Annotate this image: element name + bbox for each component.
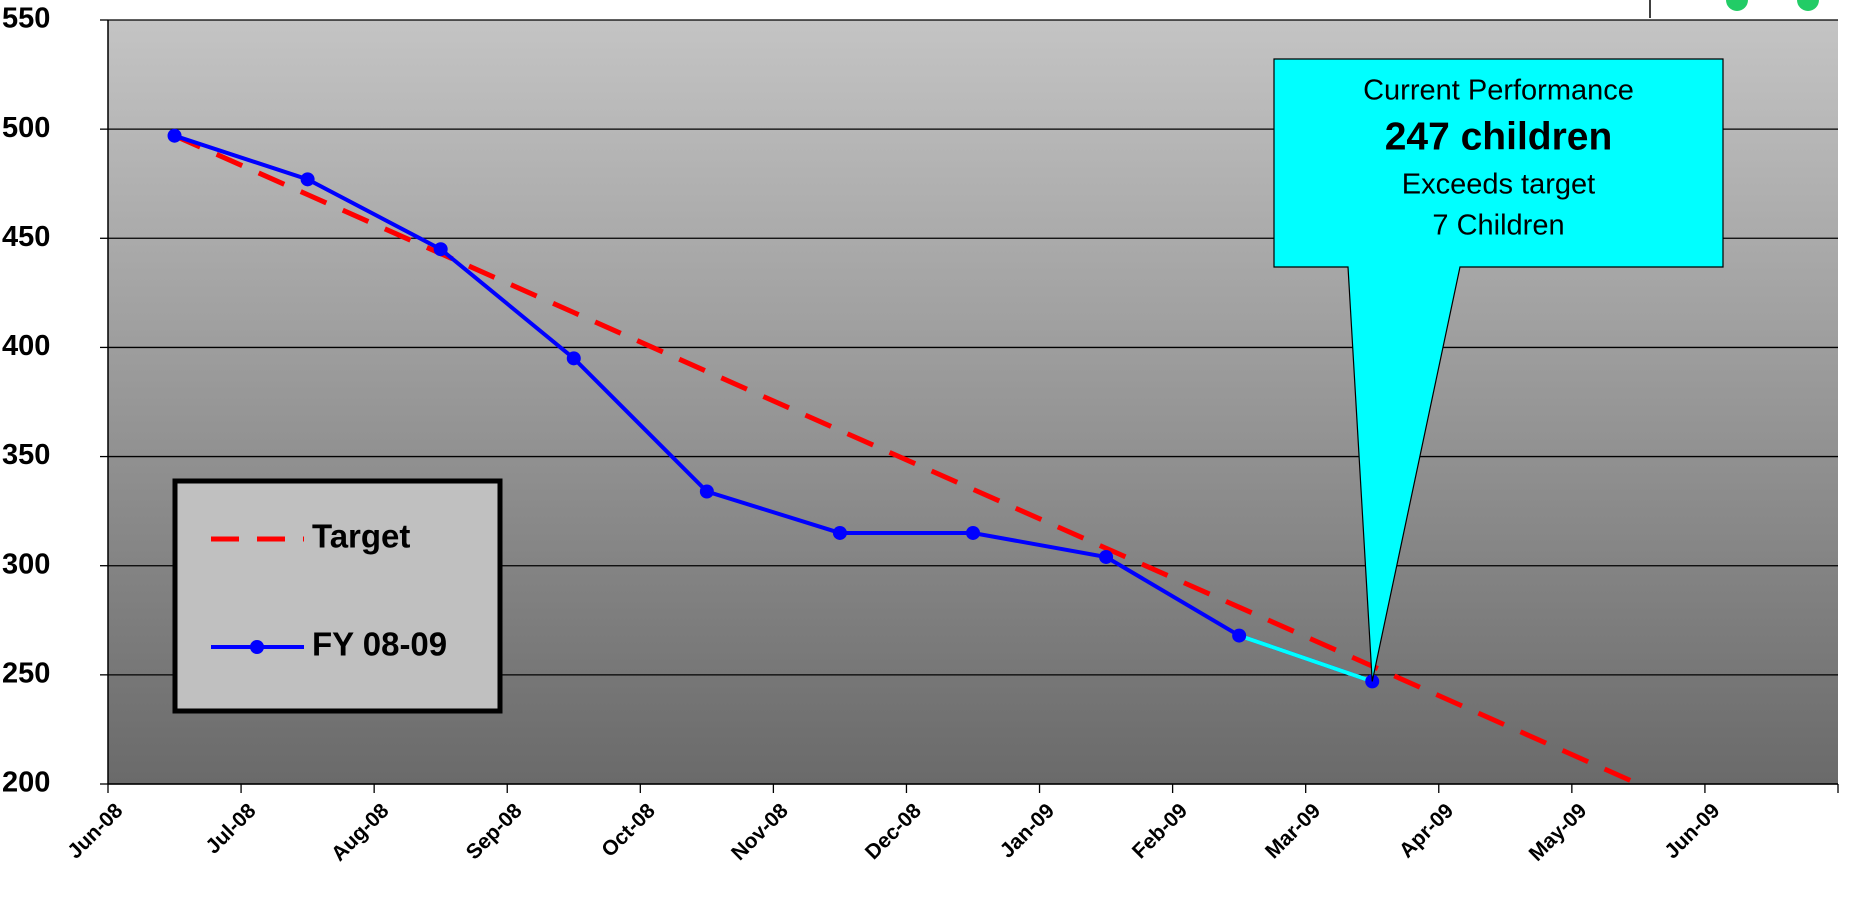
- decoration-dot: [1797, 0, 1819, 11]
- x-tick-label: Apr-09: [1395, 799, 1458, 862]
- point: [832, 525, 847, 540]
- point: [699, 484, 714, 499]
- point: [300, 172, 315, 187]
- callout-text: Current Performance: [1363, 75, 1634, 107]
- point: [1099, 549, 1114, 564]
- callout-box: [1273, 58, 1724, 682]
- point: [1232, 628, 1247, 643]
- legend-label: FY 08-09: [312, 626, 447, 663]
- callout-text: Exceeds target: [1402, 169, 1595, 201]
- y-tick-label: 250: [2, 658, 50, 690]
- x-tick-label: Jan-09: [996, 799, 1059, 862]
- x-tick-label: Oct-08: [597, 799, 660, 862]
- y-tick-label: 350: [2, 439, 50, 471]
- y-tick-label: 200: [2, 767, 50, 799]
- x-tick-label: Aug-08: [327, 799, 394, 866]
- x-tick-label: Feb-09: [1128, 799, 1192, 863]
- legend-marker: [250, 640, 264, 654]
- callout-text: 247 children: [1385, 115, 1613, 158]
- x-tick-label: Jun-09: [1660, 799, 1724, 863]
- y-tick-label: 400: [2, 330, 50, 362]
- highlight-segment: [1238, 633, 1373, 684]
- point: [966, 525, 980, 540]
- y-tick-label: 550: [2, 3, 50, 35]
- y-tick-label: 450: [2, 221, 50, 253]
- callout-text: 7 Children: [1432, 210, 1564, 242]
- y-tick-label: 500: [2, 112, 50, 144]
- legend-box: [172, 478, 503, 714]
- point: [167, 128, 182, 143]
- x-tick-label: Nov-08: [727, 799, 793, 865]
- series-line: [173, 133, 1640, 787]
- x-tick-label: Mar-09: [1261, 799, 1325, 863]
- x-tick-label: Sep-08: [462, 799, 527, 864]
- x-tick-label: May-09: [1525, 799, 1592, 866]
- series-line: [173, 133, 1373, 684]
- decoration-dot: [1726, 0, 1748, 11]
- x-tick-label: Jul-08: [201, 799, 260, 858]
- x-tick-label: Jun-08: [63, 799, 127, 863]
- y-tick-label: 300: [2, 548, 50, 580]
- legend-label: Target: [312, 518, 410, 555]
- x-tick-label: Dec-08: [861, 799, 926, 864]
- point: [566, 351, 581, 366]
- point: [433, 242, 448, 257]
